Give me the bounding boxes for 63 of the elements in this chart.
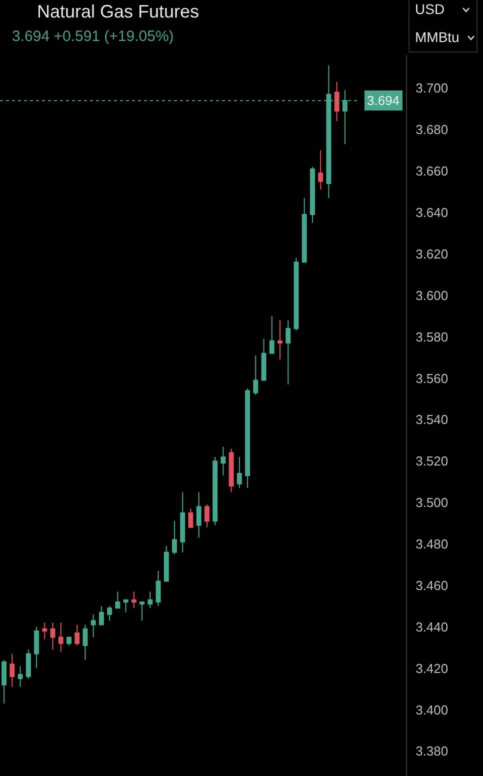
candlestick — [180, 492, 186, 553]
y-tick-label: 3.700 — [416, 80, 448, 96]
candlestick — [269, 316, 274, 354]
y-tick-label: 3.400 — [416, 702, 448, 718]
candlestick — [66, 636, 72, 646]
y-tick-label: 3.500 — [416, 495, 448, 510]
candlestick — [245, 388, 250, 489]
candlestick — [286, 320, 291, 385]
candlestick — [18, 666, 23, 688]
candlestick — [172, 520, 177, 555]
ref-line-label: 3.694 — [367, 93, 400, 108]
candlestick — [188, 508, 194, 528]
y-tick-label: 3.680 — [416, 122, 448, 138]
candlestick — [50, 622, 56, 650]
candlestick — [220, 446, 226, 476]
candlestick — [236, 456, 242, 489]
text: USD — [415, 1, 445, 17]
candlestick — [98, 606, 104, 626]
y-tick-label: 3.580 — [416, 329, 448, 344]
candlestick — [115, 591, 120, 609]
candlestick — [140, 601, 145, 622]
candlestick — [74, 624, 80, 646]
y-tick-label: 3.640 — [416, 205, 448, 220]
candlestick — [26, 649, 31, 680]
y-tick-label: 3.660 — [416, 164, 448, 179]
y-tick-label: 3.380 — [416, 744, 448, 759]
y-tick-label: 3.520 — [416, 454, 448, 469]
y-tick-label: 3.460 — [416, 578, 448, 593]
chart-title: Natural Gas Futures — [37, 1, 200, 22]
candlestick — [196, 492, 202, 538]
candlestick — [10, 653, 15, 688]
y-tick-label: 3.420 — [416, 660, 448, 676]
candlestick — [34, 626, 40, 669]
candlestick — [58, 622, 64, 652]
candlestick — [212, 456, 218, 526]
y-tick-label: 3.480 — [416, 536, 448, 552]
candlestick — [278, 320, 282, 360]
candlestick — [204, 504, 210, 528]
candlestick — [310, 166, 315, 224]
y-tick-label: 3.440 — [416, 619, 448, 634]
chart-subtitle: 3.694 +0.591 (+19.05%) — [12, 28, 174, 45]
candlestick — [228, 448, 234, 493]
candlestick — [123, 599, 128, 613]
candlestick — [156, 570, 161, 607]
text: MMBtu — [415, 29, 460, 45]
candlestick — [148, 591, 153, 609]
candlestick — [318, 150, 324, 190]
candlestick — [42, 622, 48, 640]
candlestick — [131, 591, 136, 609]
candlestick — [261, 338, 266, 381]
candlestick — [294, 258, 299, 332]
y-tick-label: 3.540 — [416, 412, 448, 428]
candlestick — [302, 197, 307, 263]
candlestick — [2, 659, 7, 704]
candlestick — [82, 624, 88, 660]
candlestick — [164, 546, 169, 582]
candlestick — [334, 81, 340, 122]
y-tick-label: 3.560 — [416, 370, 448, 386]
y-tick-label: 3.620 — [416, 246, 448, 262]
candlestick — [90, 614, 96, 638]
y-tick-label: 3.600 — [416, 288, 448, 303]
candlestick — [253, 354, 258, 396]
candlestick — [107, 606, 112, 622]
